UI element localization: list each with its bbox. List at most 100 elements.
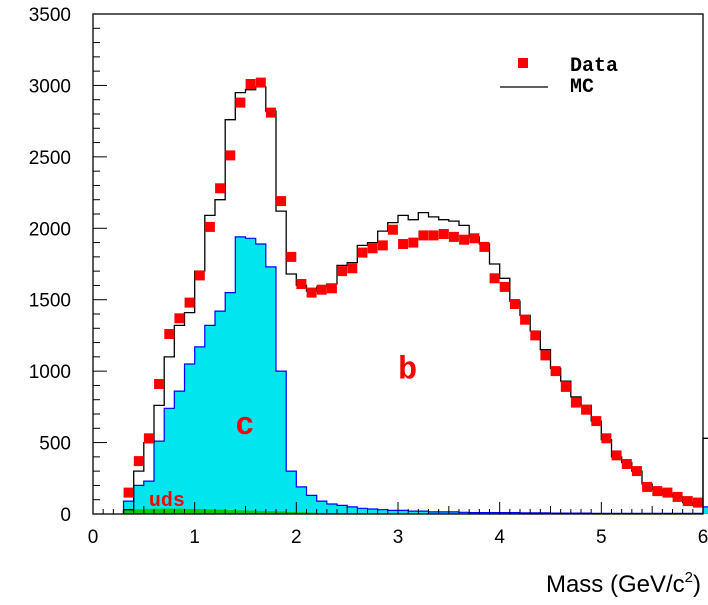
c-bar — [143, 481, 155, 514]
c-outline — [122, 236, 708, 514]
data-point — [520, 314, 531, 325]
c-bar — [123, 501, 135, 514]
data-point — [265, 107, 276, 118]
data-point — [642, 481, 653, 492]
data-point — [428, 230, 439, 241]
c-bar — [509, 512, 521, 514]
data-point — [509, 299, 520, 309]
c-bar — [459, 512, 470, 514]
data-point — [326, 283, 337, 294]
data-point — [123, 487, 134, 498]
data-point — [550, 366, 561, 377]
data-point — [621, 459, 632, 469]
data-point — [418, 230, 429, 241]
y-tick-label: 1000 — [29, 362, 71, 383]
uds-bar — [306, 512, 318, 514]
uds-bar — [204, 509, 216, 514]
c-bar — [184, 364, 196, 514]
x-tick-label: 3 — [393, 527, 404, 548]
data-point — [438, 229, 449, 239]
c-bar — [418, 511, 429, 514]
region-label-uds: uds — [149, 490, 185, 513]
c-bar — [398, 510, 409, 514]
y-tick-label: 2000 — [29, 219, 71, 240]
c-bar — [347, 506, 358, 514]
uds-bar — [133, 509, 145, 514]
x-tick-label: 2 — [291, 527, 302, 548]
data-point — [347, 263, 358, 274]
legend-data-marker — [518, 58, 528, 68]
y-tick-label: 1500 — [29, 291, 71, 312]
y-tick-label: 0 — [60, 505, 71, 526]
c-bar — [469, 512, 480, 514]
data-point — [286, 251, 297, 262]
data-point — [143, 433, 154, 444]
uds-bar — [296, 512, 307, 514]
data-point — [245, 79, 256, 89]
uds-bar — [245, 510, 257, 514]
data-point — [662, 487, 673, 498]
uds-bar — [184, 508, 196, 514]
data-point — [184, 297, 195, 308]
c-bar — [438, 511, 450, 514]
x-tick-label: 0 — [88, 527, 99, 548]
uds-bar — [255, 510, 267, 514]
data-point — [387, 224, 398, 235]
c-bar — [265, 266, 277, 514]
data-point — [276, 196, 287, 207]
uds-bar — [215, 509, 226, 514]
c-bar — [255, 244, 267, 514]
c-bar — [489, 512, 501, 514]
c-bar — [164, 408, 175, 514]
data-point — [672, 491, 683, 502]
data-point — [489, 273, 500, 284]
data-point — [215, 183, 226, 194]
data-point — [601, 433, 612, 444]
data-point — [540, 350, 551, 361]
data-point — [235, 97, 246, 108]
legend-data-label: Data — [570, 55, 618, 78]
data-point — [306, 287, 317, 298]
c-bar — [225, 292, 236, 514]
c-histogram — [123, 236, 708, 515]
uds-bar — [286, 512, 297, 514]
data-point — [174, 313, 185, 324]
data-point — [164, 329, 175, 339]
uds-bar — [154, 508, 165, 514]
y-tick-label: 3000 — [29, 76, 71, 97]
c-bar — [215, 311, 226, 514]
x-tick-label: 1 — [189, 527, 200, 548]
c-bar — [428, 511, 440, 514]
c-bar — [499, 512, 511, 514]
uds-bar — [225, 510, 236, 514]
c-bar — [357, 508, 368, 514]
c-bar — [286, 471, 297, 514]
c-bar — [448, 511, 460, 514]
uds-bar — [123, 510, 135, 514]
y-axis: 0 500 1000 1500 2000 2500 3000 3500 — [29, 5, 107, 526]
c-bar — [479, 512, 490, 514]
data-point — [448, 231, 459, 242]
data-point — [682, 496, 693, 507]
c-bar — [154, 441, 165, 514]
data-point — [225, 150, 236, 161]
uds-bar — [194, 509, 206, 514]
c-bar — [387, 510, 399, 514]
legend: Data MC — [500, 55, 618, 99]
c-bar — [316, 501, 328, 514]
data-point — [377, 240, 388, 251]
c-bar — [408, 511, 419, 514]
data-point — [479, 241, 490, 252]
region-label-c: c — [235, 407, 254, 444]
data-point — [530, 330, 541, 341]
c-bar — [235, 236, 246, 514]
data-points — [123, 77, 703, 508]
data-point — [692, 497, 703, 508]
c-bar — [326, 504, 338, 514]
c-bar — [296, 486, 307, 514]
data-point — [631, 466, 642, 477]
x-tick-label: 6 — [698, 527, 708, 548]
uds-bar — [174, 508, 185, 514]
data-point — [357, 247, 368, 258]
uds-bar — [265, 511, 277, 514]
